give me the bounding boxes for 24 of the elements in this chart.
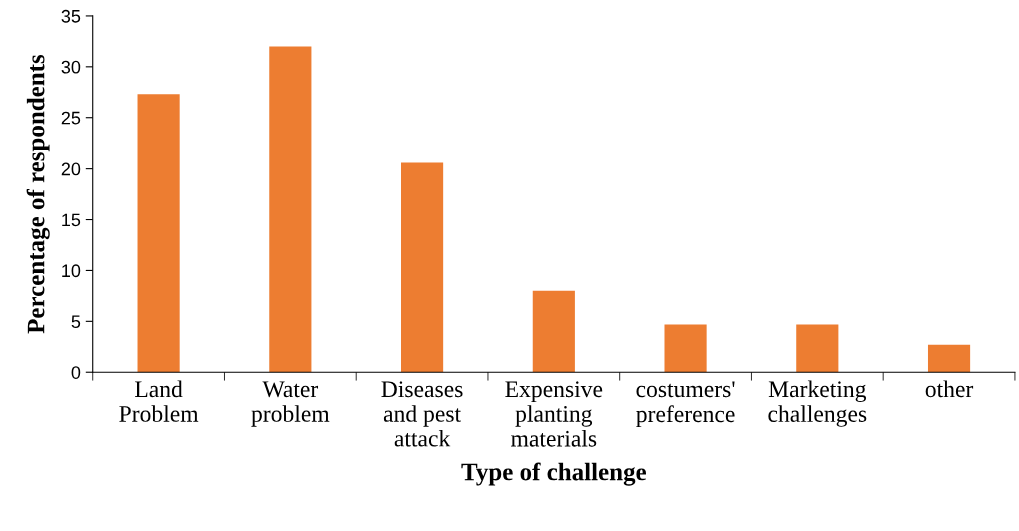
y-tick-label: 25: [61, 111, 81, 125]
y-tick-label: 20: [61, 162, 81, 176]
y-tick-label: 30: [61, 60, 81, 74]
x-tick-label: Expensive planting materials: [505, 381, 603, 447]
x-tick-label: Diseases and pest attack: [381, 381, 463, 447]
y-tick-label: 5: [71, 315, 81, 329]
x-tick-label: other: [925, 380, 974, 398]
bar: [532, 290, 575, 373]
bar: [927, 344, 971, 373]
bar: [664, 324, 707, 373]
x-tick-label: costumers' preference: [636, 381, 735, 427]
y-tick-label: 15: [62, 213, 81, 227]
bar: [401, 162, 444, 373]
bar: [269, 46, 312, 373]
y-tick-label: 0: [71, 366, 81, 379]
x-axis-title: Type of challenge: [461, 462, 646, 486]
y-tick-label: 10: [62, 264, 81, 278]
y-tick-label: 35: [61, 9, 81, 23]
bar: [137, 94, 180, 373]
x-tick-label: Land Problem: [119, 380, 199, 422]
x-tick-label: Marketing challenges: [768, 380, 867, 427]
bar: [796, 324, 839, 373]
x-tick-label: Water problem: [251, 381, 330, 427]
y-axis-title: Percentage of respondents: [26, 54, 50, 334]
